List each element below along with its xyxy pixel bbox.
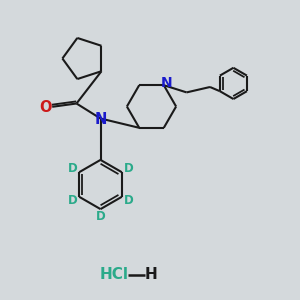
Text: D: D [68, 162, 77, 175]
Text: HCl: HCl [100, 267, 128, 282]
Text: D: D [68, 194, 77, 207]
Text: N: N [160, 76, 172, 90]
Text: O: O [39, 100, 52, 115]
Text: D: D [124, 194, 134, 207]
Text: H: H [144, 267, 157, 282]
Text: D: D [96, 210, 105, 224]
Text: N: N [95, 112, 107, 127]
Text: D: D [124, 162, 134, 175]
